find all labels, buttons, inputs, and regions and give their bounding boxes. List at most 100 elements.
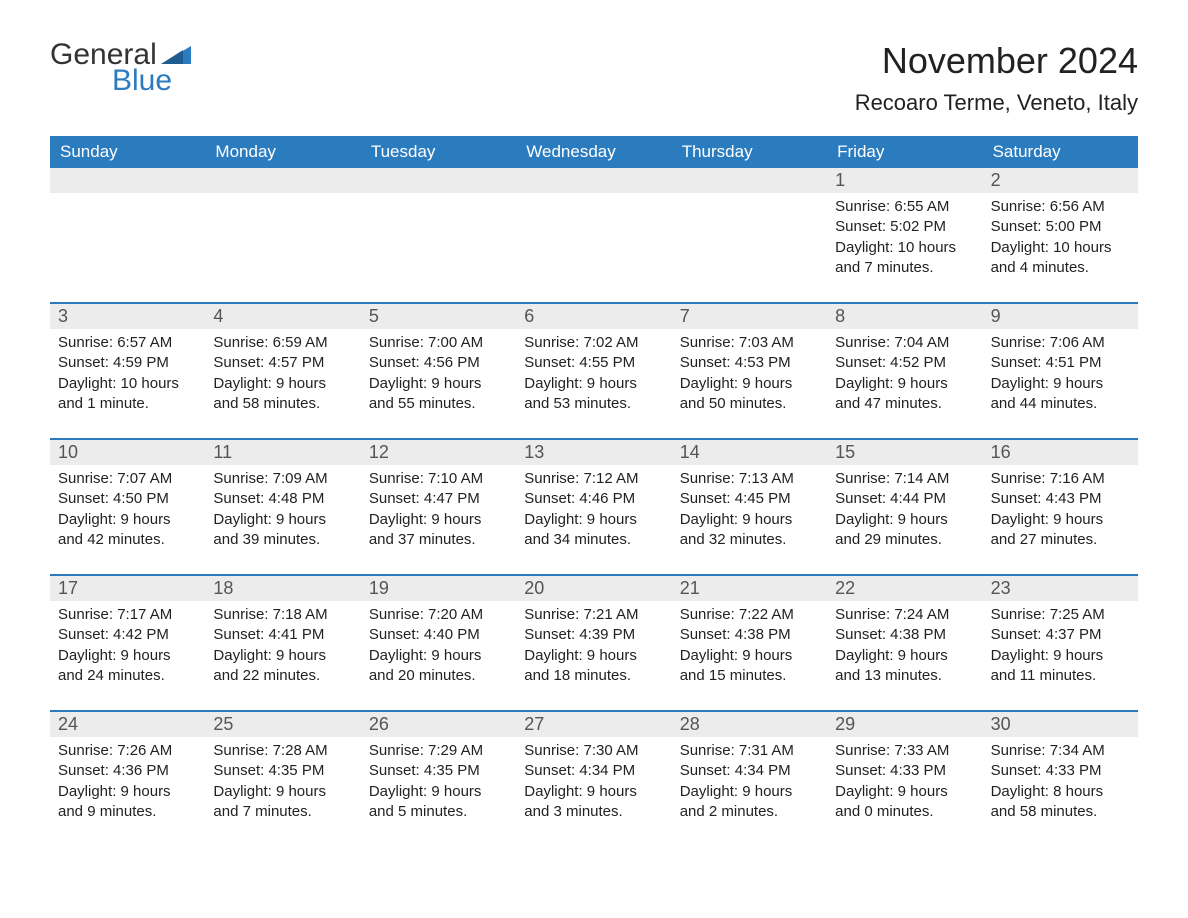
day-number: 21 — [672, 576, 827, 601]
day-number: 20 — [516, 576, 671, 601]
day-day2: and 55 minutes. — [369, 394, 508, 414]
day-sunset: Sunset: 4:50 PM — [58, 489, 197, 509]
day-cell: 9Sunrise: 7:06 AMSunset: 4:51 PMDaylight… — [983, 304, 1138, 424]
day-day1: Daylight: 9 hours — [369, 646, 508, 666]
day-day1: Daylight: 9 hours — [680, 782, 819, 802]
day-number: 30 — [983, 712, 1138, 737]
day-body: Sunrise: 7:06 AMSunset: 4:51 PMDaylight:… — [983, 329, 1138, 418]
day-day1: Daylight: 10 hours — [58, 374, 197, 394]
day-day1: Daylight: 9 hours — [835, 646, 974, 666]
day-day2: and 50 minutes. — [680, 394, 819, 414]
day-day1: Daylight: 9 hours — [524, 646, 663, 666]
day-day1: Daylight: 9 hours — [369, 782, 508, 802]
day-body: Sunrise: 7:30 AMSunset: 4:34 PMDaylight:… — [516, 737, 671, 826]
day-number: 9 — [983, 304, 1138, 329]
logo: General Blue — [50, 40, 191, 96]
day-sunset: Sunset: 4:33 PM — [991, 761, 1130, 781]
day-cell: 8Sunrise: 7:04 AMSunset: 4:52 PMDaylight… — [827, 304, 982, 424]
day-sunrise: Sunrise: 7:06 AM — [991, 333, 1130, 353]
day-day1: Daylight: 9 hours — [680, 510, 819, 530]
day-day1: Daylight: 9 hours — [213, 782, 352, 802]
day-number: 13 — [516, 440, 671, 465]
weekday-header: Sunday — [50, 136, 205, 168]
day-day2: and 20 minutes. — [369, 666, 508, 686]
day-sunset: Sunset: 4:43 PM — [991, 489, 1130, 509]
day-number: 22 — [827, 576, 982, 601]
day-number: 14 — [672, 440, 827, 465]
day-sunrise: Sunrise: 7:03 AM — [680, 333, 819, 353]
day-day1: Daylight: 9 hours — [991, 374, 1130, 394]
day-day1: Daylight: 9 hours — [524, 510, 663, 530]
day-sunset: Sunset: 4:53 PM — [680, 353, 819, 373]
day-number: 19 — [361, 576, 516, 601]
day-number — [516, 168, 671, 193]
day-number: 10 — [50, 440, 205, 465]
day-body: Sunrise: 6:57 AMSunset: 4:59 PMDaylight:… — [50, 329, 205, 418]
weekday-header: Monday — [205, 136, 360, 168]
day-number: 28 — [672, 712, 827, 737]
day-cell — [50, 168, 205, 288]
day-day2: and 44 minutes. — [991, 394, 1130, 414]
day-sunrise: Sunrise: 7:02 AM — [524, 333, 663, 353]
day-number: 3 — [50, 304, 205, 329]
day-day2: and 11 minutes. — [991, 666, 1130, 686]
day-cell: 17Sunrise: 7:17 AMSunset: 4:42 PMDayligh… — [50, 576, 205, 696]
day-sunset: Sunset: 4:36 PM — [58, 761, 197, 781]
day-sunrise: Sunrise: 7:20 AM — [369, 605, 508, 625]
day-sunset: Sunset: 4:38 PM — [680, 625, 819, 645]
day-day1: Daylight: 10 hours — [991, 238, 1130, 258]
day-day1: Daylight: 9 hours — [58, 782, 197, 802]
day-sunrise: Sunrise: 7:17 AM — [58, 605, 197, 625]
day-cell: 26Sunrise: 7:29 AMSunset: 4:35 PMDayligh… — [361, 712, 516, 832]
day-sunrise: Sunrise: 7:07 AM — [58, 469, 197, 489]
day-body: Sunrise: 7:24 AMSunset: 4:38 PMDaylight:… — [827, 601, 982, 690]
day-day2: and 15 minutes. — [680, 666, 819, 686]
day-sunrise: Sunrise: 7:22 AM — [680, 605, 819, 625]
day-cell: 30Sunrise: 7:34 AMSunset: 4:33 PMDayligh… — [983, 712, 1138, 832]
day-cell: 29Sunrise: 7:33 AMSunset: 4:33 PMDayligh… — [827, 712, 982, 832]
day-body: Sunrise: 7:21 AMSunset: 4:39 PMDaylight:… — [516, 601, 671, 690]
day-day2: and 0 minutes. — [835, 802, 974, 822]
day-sunset: Sunset: 4:35 PM — [369, 761, 508, 781]
day-sunset: Sunset: 4:33 PM — [835, 761, 974, 781]
day-body: Sunrise: 7:12 AMSunset: 4:46 PMDaylight:… — [516, 465, 671, 554]
day-cell: 14Sunrise: 7:13 AMSunset: 4:45 PMDayligh… — [672, 440, 827, 560]
day-day1: Daylight: 9 hours — [991, 646, 1130, 666]
day-day2: and 29 minutes. — [835, 530, 974, 550]
day-cell: 10Sunrise: 7:07 AMSunset: 4:50 PMDayligh… — [50, 440, 205, 560]
day-number: 4 — [205, 304, 360, 329]
day-sunrise: Sunrise: 6:56 AM — [991, 197, 1130, 217]
day-cell — [205, 168, 360, 288]
logo-blue-text: Blue — [112, 66, 191, 96]
day-cell: 2Sunrise: 6:56 AMSunset: 5:00 PMDaylight… — [983, 168, 1138, 288]
day-day2: and 24 minutes. — [58, 666, 197, 686]
weekday-header: Saturday — [983, 136, 1138, 168]
day-cell: 5Sunrise: 7:00 AMSunset: 4:56 PMDaylight… — [361, 304, 516, 424]
day-sunrise: Sunrise: 7:33 AM — [835, 741, 974, 761]
day-day2: and 32 minutes. — [680, 530, 819, 550]
day-body: Sunrise: 7:17 AMSunset: 4:42 PMDaylight:… — [50, 601, 205, 690]
day-number — [672, 168, 827, 193]
day-number: 18 — [205, 576, 360, 601]
day-day1: Daylight: 9 hours — [213, 374, 352, 394]
day-body: Sunrise: 7:00 AMSunset: 4:56 PMDaylight:… — [361, 329, 516, 418]
day-number: 8 — [827, 304, 982, 329]
day-cell: 13Sunrise: 7:12 AMSunset: 4:46 PMDayligh… — [516, 440, 671, 560]
day-body: Sunrise: 6:56 AMSunset: 5:00 PMDaylight:… — [983, 193, 1138, 282]
day-sunset: Sunset: 4:42 PM — [58, 625, 197, 645]
day-cell: 19Sunrise: 7:20 AMSunset: 4:40 PMDayligh… — [361, 576, 516, 696]
day-sunset: Sunset: 4:39 PM — [524, 625, 663, 645]
day-day2: and 22 minutes. — [213, 666, 352, 686]
day-sunset: Sunset: 4:52 PM — [835, 353, 974, 373]
day-sunset: Sunset: 4:44 PM — [835, 489, 974, 509]
day-cell: 6Sunrise: 7:02 AMSunset: 4:55 PMDaylight… — [516, 304, 671, 424]
day-cell: 20Sunrise: 7:21 AMSunset: 4:39 PMDayligh… — [516, 576, 671, 696]
day-cell: 21Sunrise: 7:22 AMSunset: 4:38 PMDayligh… — [672, 576, 827, 696]
day-sunset: Sunset: 4:56 PM — [369, 353, 508, 373]
day-sunset: Sunset: 4:57 PM — [213, 353, 352, 373]
day-body: Sunrise: 7:31 AMSunset: 4:34 PMDaylight:… — [672, 737, 827, 826]
day-cell: 28Sunrise: 7:31 AMSunset: 4:34 PMDayligh… — [672, 712, 827, 832]
week-row: 17Sunrise: 7:17 AMSunset: 4:42 PMDayligh… — [50, 574, 1138, 696]
day-sunrise: Sunrise: 7:13 AM — [680, 469, 819, 489]
day-sunset: Sunset: 4:48 PM — [213, 489, 352, 509]
